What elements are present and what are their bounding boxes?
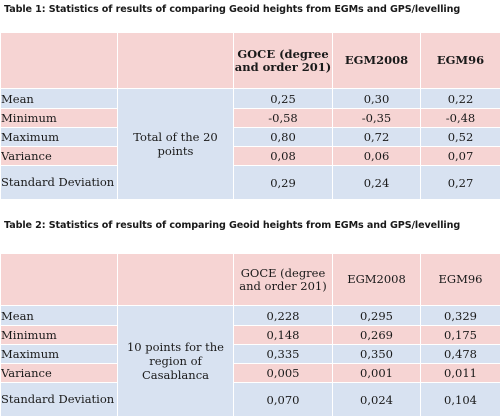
table2-col-header-egm2008: EGM2008 (332, 253, 421, 306)
table-cell: 0,005 (233, 363, 333, 383)
table-cell: -0,35 (332, 108, 421, 128)
table-cell: 0,269 (332, 325, 421, 345)
table1-header-blank (0, 32, 118, 89)
table-cell: 0,104 (420, 382, 500, 417)
table-cell: 0,148 (233, 325, 333, 345)
row-label-mean: Mean (0, 305, 118, 326)
table-cell: 0,24 (332, 165, 421, 200)
table-cell: 0,27 (420, 165, 500, 200)
table-cell: 0,06 (332, 146, 421, 166)
table1-header-blank (117, 32, 234, 89)
table-cell: 0,350 (332, 344, 421, 364)
table-row: Standard Deviation 0,29 0,24 0,27 (0, 165, 500, 200)
table-cell: 0,070 (233, 382, 333, 417)
table1-group-label: Total of the 20 points (117, 88, 234, 200)
table1-header-row: GOCE (degree and order 201) EGM2008 EGM9… (0, 32, 500, 89)
row-label-maximum: Maximum (0, 127, 118, 147)
row-label-minimum: Minimum (0, 325, 118, 345)
table-cell: -0,48 (420, 108, 500, 128)
table-cell: 0,478 (420, 344, 500, 364)
table1-col-header-goce: GOCE (degree and order 201) (233, 32, 333, 89)
row-label-variance: Variance (0, 146, 118, 166)
table-cell: 0,011 (420, 363, 500, 383)
table-cell: 0,72 (332, 127, 421, 147)
table1-col-header-egm2008: EGM2008 (332, 32, 421, 89)
row-label-maximum: Maximum (0, 344, 118, 364)
table-cell: 0,30 (332, 88, 421, 109)
table-cell: 0,175 (420, 325, 500, 345)
table1-caption: Table 1: Statistics of results of compar… (4, 4, 461, 15)
table2-col-header-goce: GOCE (degree and order 201) (233, 253, 333, 306)
table-cell: 0,25 (233, 88, 333, 109)
table-cell: 0,001 (332, 363, 421, 383)
table-cell: 0,335 (233, 344, 333, 364)
table2-caption: Table 2: Statistics of results of compar… (4, 220, 461, 231)
table2-col-header-egm96: EGM96 (420, 253, 500, 306)
table-row: Maximum 0,80 0,72 0,52 (0, 127, 500, 147)
table-cell: 0,228 (233, 305, 333, 326)
table-row: Minimum 0,148 0,269 0,175 (0, 325, 500, 345)
row-label-variance: Variance (0, 363, 118, 383)
table-cell: 0,08 (233, 146, 333, 166)
table-row: Mean Total of the 20 points 0,25 0,30 0,… (0, 88, 500, 200)
table2: GOCE (degree and order 201) EGM2008 EGM9… (0, 253, 500, 417)
table1: GOCE (degree and order 201) EGM2008 EGM9… (0, 32, 500, 200)
table-row: Variance 0,08 0,06 0,07 (0, 146, 500, 166)
table-cell: 0,07 (420, 146, 500, 166)
table-row: Mean 10 points for the region of Casabla… (0, 305, 500, 417)
table-cell: 0,295 (332, 305, 421, 326)
table-cell: 0,80 (233, 127, 333, 147)
table-cell: 0,52 (420, 127, 500, 147)
table-row: Minimum -0,58 -0,35 -0,48 (0, 108, 500, 128)
table2-header-blank (0, 253, 118, 306)
table1-col-header-egm96: EGM96 (420, 32, 500, 89)
row-label-standard-deviation: Standard Deviation (0, 382, 118, 417)
table2-header-blank (117, 253, 234, 306)
table-cell: 0,329 (420, 305, 500, 326)
table-row: Variance 0,005 0,001 0,011 (0, 363, 500, 383)
table-cell: -0,58 (233, 108, 333, 128)
table-cell: 0,024 (332, 382, 421, 417)
row-label-mean: Mean (0, 88, 118, 109)
table-row: Standard Deviation 0,070 0,024 0,104 (0, 382, 500, 417)
table-row: Maximum 0,335 0,350 0,478 (0, 344, 500, 364)
table2-header-row: GOCE (degree and order 201) EGM2008 EGM9… (0, 253, 500, 306)
row-label-minimum: Minimum (0, 108, 118, 128)
table-cell: 0,29 (233, 165, 333, 200)
table2-group-label: 10 points for the region of Casablanca (117, 305, 234, 417)
table-cell: 0,22 (420, 88, 500, 109)
row-label-standard-deviation: Standard Deviation (0, 165, 118, 200)
